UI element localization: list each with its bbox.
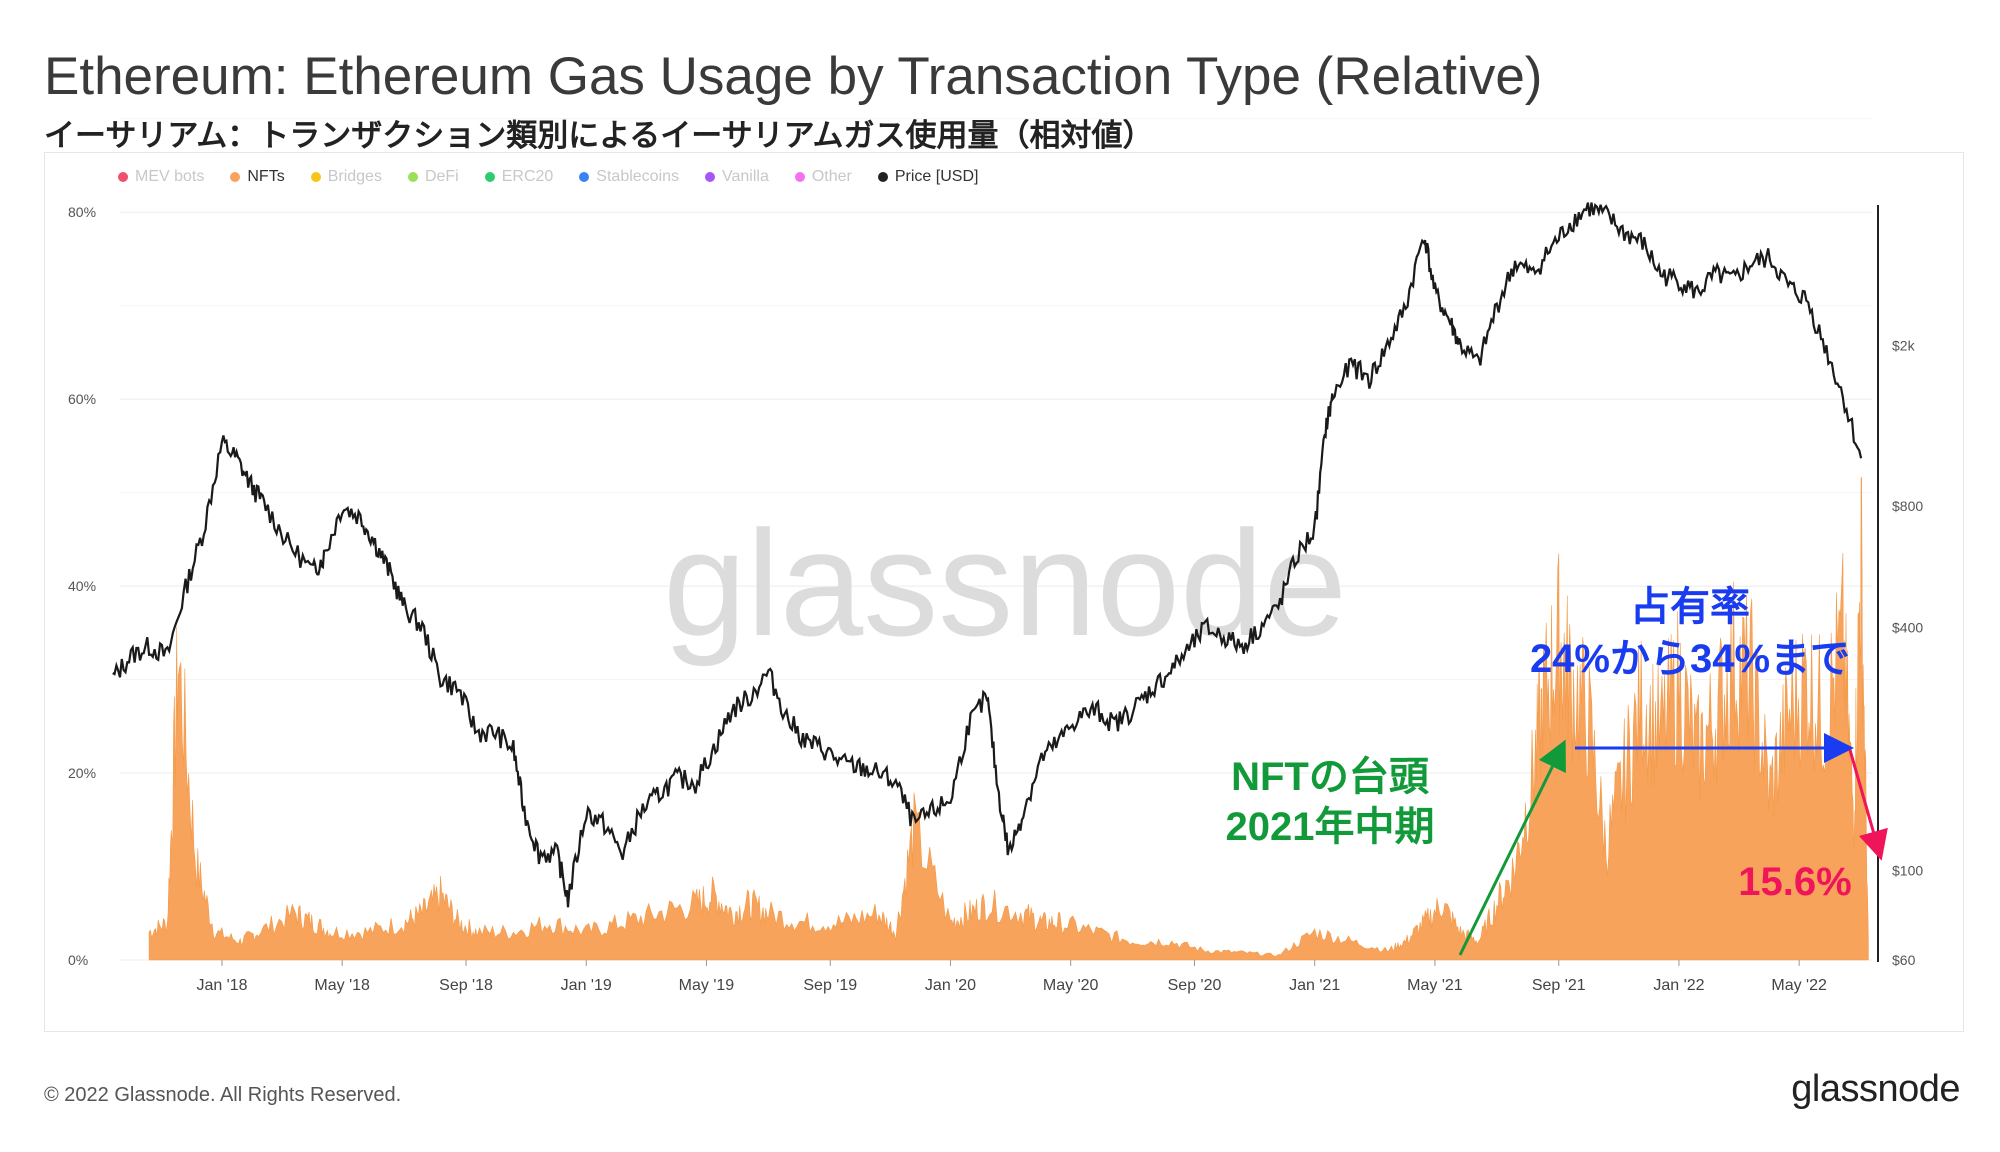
legend-label: NFTs [247, 168, 285, 185]
annotation-nft-rise: NFTの台頭 2021年中期 [1226, 755, 1435, 849]
price-series [112, 202, 1863, 908]
legend-label: ERC20 [501, 168, 554, 185]
legend-item-mev-bots[interactable]: MEV bots [118, 168, 204, 186]
x-tick-label: Jan '20 [925, 977, 976, 994]
x-tick-label: Sep '20 [1168, 977, 1222, 994]
x-tick-label: May '18 [314, 977, 370, 994]
legend-label: Vanilla [722, 168, 769, 185]
legend-dot [310, 172, 321, 182]
legend-label: Price [USD] [894, 168, 979, 185]
x-tick-label: Jan '22 [1653, 977, 1704, 994]
legend-item-stablecoins[interactable]: Stablecoins [579, 168, 679, 186]
legend-item-bridges[interactable]: Bridges [310, 168, 382, 186]
y-left-tick-label: 40% [68, 578, 96, 594]
nft-series [148, 476, 1869, 961]
y-left-tick-label: 0% [68, 952, 88, 968]
watermark: glassnode [663, 499, 1347, 667]
x-tick-label: Sep '19 [803, 977, 857, 994]
y-right-tick-label: $60 [1892, 952, 1916, 968]
y-right-tick-label: $400 [1892, 619, 1923, 635]
x-tick-label: Jan '21 [1289, 977, 1340, 994]
page-title: Ethereum: Ethereum Gas Usage by Transact… [44, 47, 1543, 106]
annotation-share: 占有率 24%から34%まで [1530, 585, 1850, 681]
legend-dot [877, 172, 888, 182]
y-right-tick-label: $2k [1892, 337, 1916, 353]
legend-dot [484, 172, 495, 182]
price-line [112, 202, 1863, 908]
y-left-tick-label: 20% [68, 765, 96, 781]
x-tick-label: May '19 [679, 977, 735, 994]
x-tick-label: May '21 [1407, 977, 1463, 994]
legend-item-defi[interactable]: DeFi [407, 168, 459, 186]
y-left-tick-label: 60% [68, 391, 96, 407]
y-right-tick-label: $100 [1892, 862, 1923, 878]
annotation-latest: 15.6% [1738, 860, 1851, 904]
y-left-tick-label: 80% [68, 204, 96, 220]
arrow-red [1848, 749, 1888, 861]
legend-item-vanilla[interactable]: Vanilla [705, 168, 769, 186]
legend-dot [230, 172, 241, 182]
page-subtitle: イーサリアム：トランザクション類別によるイーサリアムガス使用量（相対値） [44, 118, 1154, 154]
glassnode-logo: glassnode [1791, 1068, 1960, 1110]
legend-dot [579, 172, 590, 182]
legend-item-price-usd-[interactable]: Price [USD] [877, 168, 979, 186]
x-tick-label: Sep '18 [439, 977, 493, 994]
axes: 0% 20% 40% 60% 80% $60 $100 $400 $800 $2k Jan '18 M… [68, 204, 1923, 994]
legend-label: Other [811, 168, 852, 185]
x-tick-label: Sep '21 [1532, 977, 1586, 994]
legend-dot [705, 172, 716, 182]
legend-dot [118, 172, 128, 182]
legend-item-other[interactable]: Other [794, 168, 852, 186]
x-tick-label: May '20 [1043, 977, 1099, 994]
legend-dot [794, 172, 805, 182]
legend-item-erc20[interactable]: ERC20 [484, 168, 554, 186]
chart-panel [44, 152, 1964, 1032]
legend-label: MEV bots [135, 168, 205, 185]
legend-label: DeFi [424, 168, 459, 185]
legend-label: Bridges [327, 168, 382, 185]
arrow-green [1458, 739, 1566, 956]
chart-legend: MEV bots NFTs Bridges DeFi ERC20 Stablecoins V… [118, 168, 978, 186]
x-tick-label: Jan '19 [561, 977, 612, 994]
legend-dot [407, 172, 418, 182]
legend-item-nfts[interactable]: NFTs [230, 168, 285, 186]
nft-area [148, 476, 1869, 961]
annotations: NFTの台頭 2021年中期 占有率 24%から34%まで 15.6% [1226, 585, 1888, 956]
x-tick-label: Jan '18 [196, 977, 247, 994]
x-tick-label: May '22 [1771, 977, 1827, 994]
copyright: © 2022 Glassnode. All Rights Reserved. [44, 1084, 402, 1106]
y-right-tick-label: $800 [1892, 498, 1923, 514]
legend-label: Stablecoins [596, 168, 680, 185]
